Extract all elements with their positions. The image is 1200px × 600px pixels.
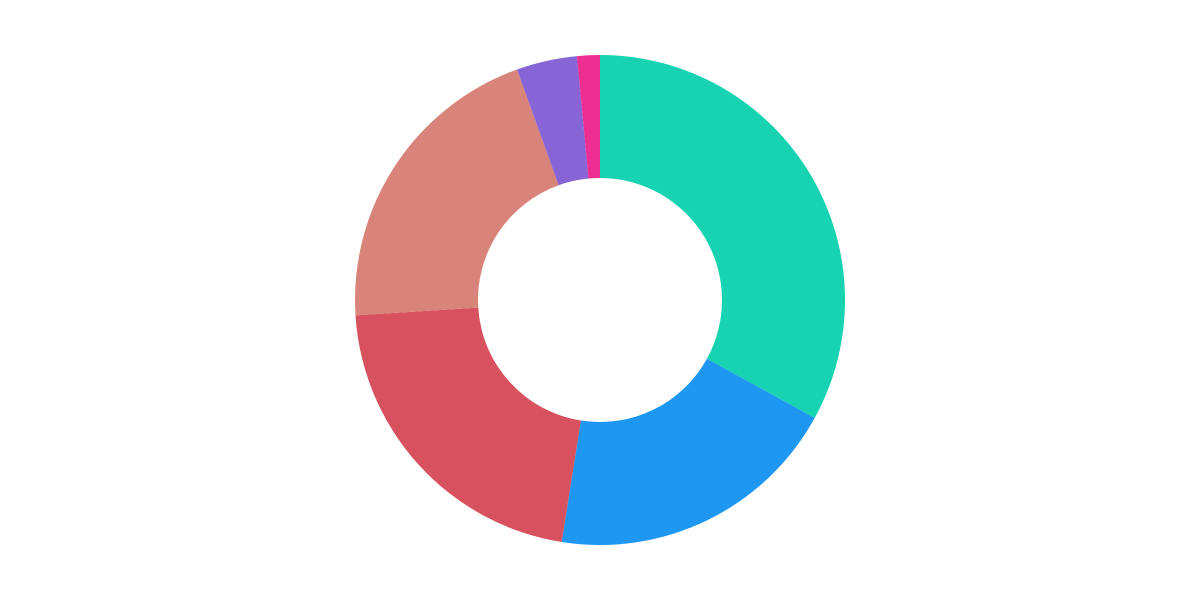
- donut-slice-segment-4: [355, 69, 559, 315]
- donut-chart: [0, 0, 1200, 600]
- donut-slice-segment-3: [355, 308, 580, 542]
- donut-slice-segment-1: [600, 55, 845, 418]
- donut-chart-container: [0, 0, 1200, 600]
